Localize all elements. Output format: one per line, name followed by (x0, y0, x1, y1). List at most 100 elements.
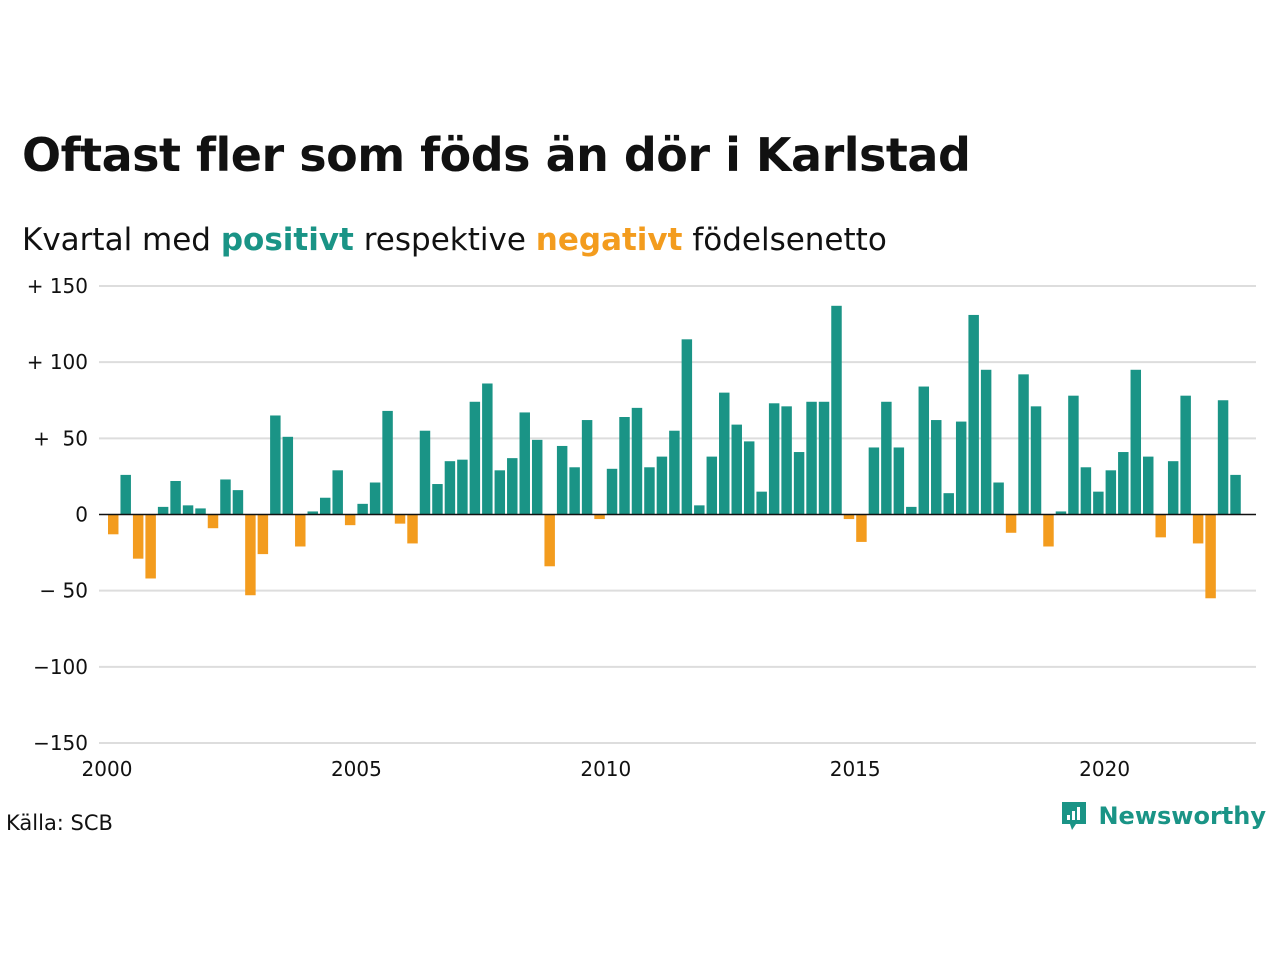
bar (207, 514, 219, 529)
y-tick-label: + 100 (27, 350, 88, 374)
bar (955, 421, 967, 515)
bar (731, 424, 742, 515)
bar (544, 514, 555, 567)
bar (1217, 400, 1229, 515)
bar (369, 482, 381, 515)
bar (931, 420, 942, 515)
bar (182, 505, 194, 515)
bar (856, 514, 867, 542)
subtitle-negative: negativt (535, 222, 683, 258)
newsworthy-logo-icon (1062, 802, 1087, 830)
bar (1130, 369, 1142, 515)
bar (768, 403, 780, 515)
bar (831, 305, 842, 515)
bar (743, 441, 755, 515)
bar (594, 514, 605, 520)
bar (419, 430, 431, 515)
x-tick-label: 2020 (1079, 757, 1130, 781)
bar (581, 420, 593, 515)
bar (656, 456, 668, 515)
bar (980, 369, 992, 515)
bar (793, 452, 805, 515)
bar (1180, 395, 1191, 515)
bar (943, 493, 954, 515)
x-tick-label: 2005 (331, 757, 382, 781)
bar (631, 407, 643, 515)
bar (556, 445, 568, 515)
bar (694, 505, 705, 515)
bar (569, 467, 580, 515)
bar (232, 490, 244, 515)
bar (531, 439, 543, 515)
y-tick-label: + 50 (33, 426, 88, 450)
bar (332, 470, 343, 515)
bar (344, 514, 356, 526)
brand-name: Newsworthy (1098, 802, 1266, 830)
bar (295, 514, 306, 547)
bar (719, 392, 730, 515)
bar-chart: + 150 + 100 + 50 0 − 50 −100 −150 2000 2005 2010… (27, 274, 1256, 781)
y-tick-label: + 150 (27, 274, 88, 298)
bar (756, 491, 767, 515)
subtitle-suffix: födelsenetto (682, 222, 887, 258)
bar (407, 514, 418, 544)
bar (432, 484, 443, 515)
y-tick-label: 0 (75, 503, 88, 527)
bar (893, 447, 905, 515)
y-axis-labels: + 150 + 100 + 50 0 − 50 −100 −150 (27, 274, 88, 755)
bar (1118, 452, 1129, 515)
bar (307, 511, 318, 515)
bar (1143, 456, 1154, 515)
bar (1105, 470, 1117, 515)
bar (706, 456, 718, 515)
bar (1055, 511, 1067, 515)
bar (1093, 491, 1104, 515)
bar (781, 406, 792, 515)
y-tick-label: −150 (33, 731, 88, 755)
bar (245, 514, 256, 596)
bar (444, 461, 456, 515)
source-note: Källa: SCB (6, 811, 113, 835)
bar (818, 401, 830, 515)
bar (906, 506, 917, 515)
bar (868, 447, 880, 515)
bar (1005, 514, 1017, 533)
bar (319, 497, 331, 515)
bar (681, 339, 693, 515)
bar (843, 514, 855, 520)
x-tick-label: 2010 (580, 757, 631, 781)
bar (482, 383, 493, 515)
chart-title: Oftast fler som föds än dör i Karlstad (22, 128, 971, 182)
bar (968, 314, 979, 515)
bar (1155, 514, 1166, 538)
bar (1018, 374, 1029, 515)
bar (619, 417, 630, 515)
bar (257, 514, 269, 555)
bar (132, 514, 144, 559)
subtitle-middle: respektive (353, 222, 536, 258)
bar (644, 467, 655, 515)
bar (1043, 514, 1054, 547)
bar (469, 401, 481, 515)
bar (993, 482, 1004, 515)
bar (1080, 467, 1092, 515)
y-tick-label: − 50 (39, 579, 88, 603)
bar (1068, 395, 1079, 515)
bar (157, 506, 169, 515)
bar (1230, 474, 1241, 515)
bar (881, 401, 892, 515)
bar (270, 415, 281, 515)
bar (120, 474, 131, 515)
bar (806, 401, 817, 515)
bar (1167, 461, 1179, 515)
x-tick-label: 2015 (830, 757, 881, 781)
chart-subtitle: Kvartal med positivt respektive negativt… (22, 222, 887, 258)
bar (282, 436, 294, 515)
bar (669, 430, 680, 515)
bar (507, 458, 518, 515)
subtitle-prefix: Kvartal med (22, 222, 221, 258)
bar (220, 479, 231, 515)
bar (606, 468, 618, 515)
bar (519, 412, 530, 515)
y-tick-label: −100 (33, 655, 88, 679)
